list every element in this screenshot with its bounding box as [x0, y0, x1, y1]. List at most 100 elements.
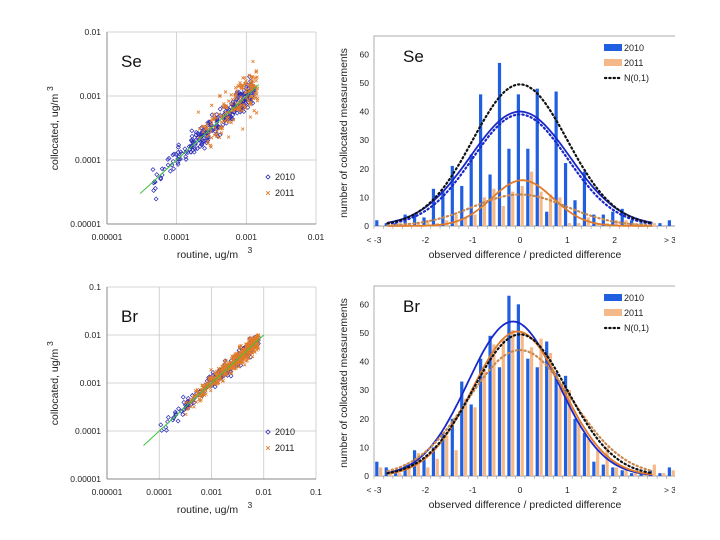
legend-label: N(0,1)	[624, 73, 649, 83]
data-point-2011	[234, 92, 239, 97]
data-point-2011	[218, 377, 223, 381]
bar-2011	[416, 223, 420, 226]
x-tick-label: 0.00001	[92, 232, 123, 242]
x-axis-label: observed difference / predicted differen…	[429, 499, 622, 511]
data-point-2011	[247, 89, 251, 93]
bar-2011	[520, 332, 524, 476]
y-tick-label: 0.00001	[70, 219, 101, 229]
data-point-2011	[215, 371, 219, 376]
data-point-2010	[200, 138, 206, 144]
data-point-2011	[189, 404, 193, 409]
element-label: Br	[403, 297, 420, 316]
data-point-2011	[229, 120, 234, 125]
y-tick-label: 30	[360, 135, 370, 145]
bar-2010	[460, 185, 464, 226]
bar-series-2011	[379, 330, 675, 476]
bar-2011	[548, 352, 553, 476]
bar-2011	[652, 223, 656, 226]
data-point-2010	[191, 149, 197, 155]
bar-2010	[441, 433, 445, 476]
bar-2010	[497, 367, 502, 476]
data-point-2011	[190, 397, 195, 402]
data-point-2011	[184, 412, 188, 417]
data-point-2011	[234, 96, 239, 101]
data-point-2011	[200, 383, 204, 388]
bar-2011	[492, 344, 496, 476]
data-point-2011	[254, 69, 259, 73]
x-tick-label: 0.0001	[146, 487, 172, 497]
y-tick-label: 0.0001	[75, 155, 101, 165]
se-scatter-chart: 0.00001 0.0001 0.001 0.01 0.00001 0.0001 0.001…	[45, 27, 325, 261]
legend-marker-2010	[265, 174, 271, 180]
series-2010	[150, 74, 257, 202]
data-point-2011	[238, 359, 243, 363]
y-tick-label: 0.0001	[75, 426, 101, 436]
data-point-2010	[241, 109, 247, 115]
data-point-2011	[217, 135, 222, 140]
data-point-2011	[216, 380, 220, 385]
x-tick-label: 2	[612, 235, 617, 245]
bar-2010	[667, 220, 671, 226]
data-point-2011	[197, 127, 202, 131]
data-point-2011	[249, 94, 254, 99]
data-point-2011	[248, 115, 253, 119]
bar-2011	[596, 450, 600, 476]
bar-2010	[526, 148, 530, 226]
bar-2011	[577, 223, 581, 226]
y-tick-label: 50	[360, 328, 370, 338]
data-point-2011	[209, 103, 214, 108]
bar-2010	[573, 418, 577, 476]
bar-2010	[592, 461, 596, 476]
data-point-2011	[247, 73, 252, 78]
bar-2010	[507, 295, 511, 476]
bar-2010	[535, 367, 539, 476]
data-point-2011	[207, 132, 211, 137]
data-point-2011	[239, 343, 243, 348]
y-tick-label: 0.01	[84, 27, 101, 37]
data-point-2011	[214, 132, 219, 136]
legend-swatch-2010	[604, 294, 622, 301]
y-axis-label-group: number of collocated measurements	[338, 48, 350, 218]
data-point-2011	[194, 400, 198, 404]
data-point-2011	[222, 119, 227, 123]
x-tick-label: 0.01	[308, 232, 325, 242]
x-tick-label: 2	[612, 485, 617, 495]
data-point-2011	[219, 131, 224, 135]
one-to-one-line	[143, 334, 265, 446]
series-2011	[196, 59, 260, 149]
data-point-2011	[197, 397, 202, 401]
data-point-2011	[245, 352, 249, 357]
bar-2011	[501, 338, 505, 476]
bar-2010	[639, 473, 643, 476]
br-histogram-chart: 0 10 20 30 40 50 60 < -3 -2 -1 0 1 2 > 3 observed diff…	[338, 285, 677, 511]
data-point-2011	[236, 351, 241, 355]
data-point-2011	[206, 377, 211, 381]
data-point-2010	[199, 140, 205, 146]
one-to-one-line	[139, 84, 259, 194]
data-point-2010	[189, 133, 195, 139]
data-point-2011	[209, 368, 213, 372]
y-tick-label: 20	[360, 164, 370, 174]
data-point-2010	[152, 185, 158, 191]
data-point-2011	[252, 338, 256, 342]
x-tick-label: 0.001	[201, 487, 223, 497]
data-point-2011	[199, 398, 203, 402]
bar-2010	[507, 148, 511, 226]
bar-2011	[463, 398, 468, 476]
bar-2011	[539, 338, 543, 476]
data-point-2011	[192, 405, 196, 409]
y-tick-label: 30	[360, 385, 370, 395]
legend-marker-2011	[265, 190, 271, 196]
data-point-2011	[239, 103, 244, 107]
bar-2011	[567, 223, 571, 226]
data-point-2011	[251, 347, 256, 351]
data-point-2011	[223, 90, 228, 94]
bar-2011	[426, 220, 430, 226]
se-scatter-panel: 0.00001 0.0001 0.001 0.01 0.00001 0.0001 0.001…	[40, 20, 330, 270]
bar-2011	[530, 171, 534, 226]
data-point-2010	[159, 166, 165, 172]
bar-2010	[460, 381, 464, 476]
y-tick-label: 60	[360, 49, 370, 59]
curve-n-0-1-	[386, 333, 654, 475]
bar-2011	[473, 214, 477, 226]
